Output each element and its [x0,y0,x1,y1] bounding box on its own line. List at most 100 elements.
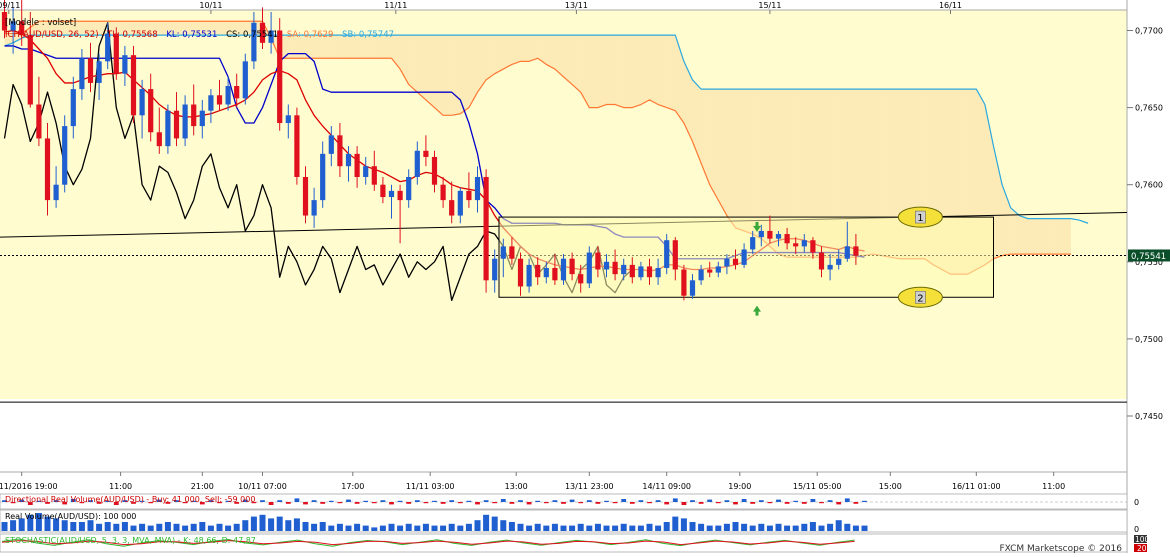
y-tick-label: 0,7700 [1135,27,1163,36]
candle [758,224,764,247]
cloud-segment [640,35,650,105]
candle [492,249,498,293]
candle-body [285,115,291,124]
directional-bar [199,502,205,505]
directional-bar [423,502,429,504]
volume-bar [61,520,68,531]
directional-bar [79,502,85,504]
candle [277,18,283,131]
senkou-b-line [4,34,1089,224]
directional-bar [509,502,515,504]
candle-body [681,269,687,296]
cloud-segment [305,35,315,59]
directional-bar [561,502,566,504]
candle-body [492,258,498,281]
volume-bar [164,522,171,531]
volume-bar [199,522,206,531]
volume-bar [689,522,696,531]
candles[interactable] [1,0,859,301]
directional-bar [363,500,369,502]
candle-body [474,176,481,201]
candle-body [707,269,713,273]
candle-body [302,176,309,216]
directional-bar [552,500,558,502]
directional-bar [148,502,154,504]
candle [19,0,25,46]
cloud-segment [709,89,719,201]
candle [208,89,214,124]
candle [406,169,412,208]
cloud-segment [597,35,607,108]
candle [818,246,825,278]
y-tick-label: 0,7500 [1135,335,1163,344]
candle-body [328,135,334,154]
candle [715,261,721,278]
directional-bar [96,502,102,504]
plot-background [0,10,1127,399]
candle-body [62,126,68,185]
directional-bar [414,500,420,502]
candle-body [27,35,33,105]
candle [53,166,59,208]
volume-bar [827,523,834,531]
candle [569,252,575,281]
volume-bar [594,523,601,531]
cloud-segment [847,89,856,258]
candle-body [543,267,549,278]
candle [431,150,438,193]
candle [251,11,257,70]
x-axis: 09/11 10/11 11/11 13/11 15/11 16/11 08/11/2016… [0,1,1065,491]
candle-body [406,176,412,201]
directional-bar [647,502,652,504]
candle [595,246,601,278]
candle [526,258,532,293]
directional-bar [698,502,704,504]
x-tick-label: 19:00 [728,482,751,491]
cloud-segment [124,21,134,36]
volume-bar [603,525,610,531]
volume-bar [44,516,51,531]
volume-bar [379,525,386,531]
y-tick-label: 0,7450 [1135,412,1163,421]
stochastic-d-line [1,540,855,546]
directional-bar [174,500,179,502]
candle [1,0,8,39]
cloud-segment [4,33,14,46]
directional-bar [285,502,291,504]
volume-bar [560,525,567,531]
volume-bar [276,516,283,531]
directional-bar [45,502,50,504]
candle [371,150,377,191]
cloud-segment [572,35,581,93]
candle-body [105,33,111,62]
candle [70,76,76,139]
cloud-segment [778,89,788,258]
candle-body [225,86,231,105]
cloud-segment [692,79,702,164]
volume-bar [440,525,447,531]
cloud-segment [726,89,736,228]
candle-body [784,234,790,244]
candle [741,243,747,268]
stochastic-scale-bottom-box [1134,544,1147,552]
candle-body [259,22,266,43]
directional-bar [328,500,334,502]
volume-bar [749,525,756,531]
candle-body [87,58,94,83]
plot-blank-area [0,399,1127,472]
cloud-segment [296,35,306,59]
legend-sa: SA: 0,7629 [287,30,334,40]
candle-body [827,264,833,270]
candle [36,76,42,147]
cloud-segment [477,35,487,93]
candle-body [423,150,429,157]
candle-body [371,166,377,185]
indicator-panels[interactable]: Directional Real Volume(AUD/USD) - Buy: … [0,493,1150,553]
candle [517,252,524,296]
candle-body [629,264,635,278]
directional-bar [354,502,360,504]
cloud-segment [382,35,392,59]
volume-bar [18,518,25,531]
